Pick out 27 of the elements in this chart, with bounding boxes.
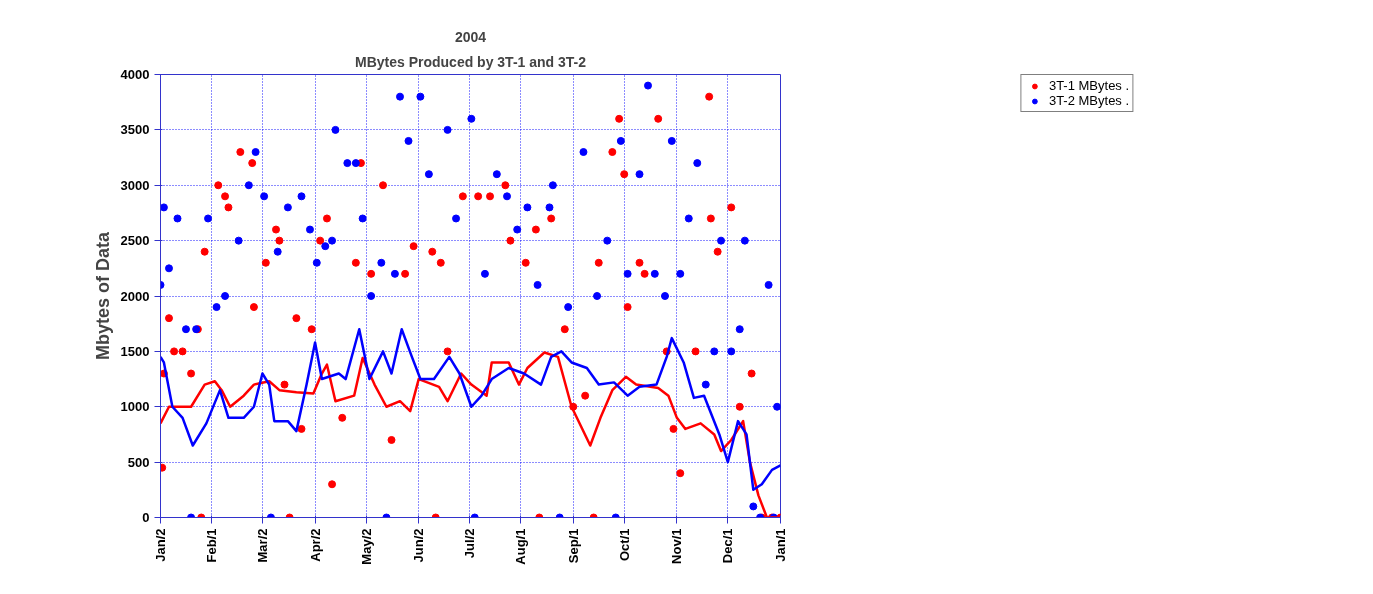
x-tick-label: Feb/1: [203, 528, 219, 563]
y-tick-label: 2000: [120, 288, 150, 304]
x-tick-label: Sep/1: [565, 528, 581, 564]
y-tick-label: 500: [127, 454, 150, 470]
x-tick-label: Apr/2: [307, 528, 323, 562]
legend-label: 3T-2 MBytes .: [1048, 93, 1130, 108]
x-tick-label: Nov/1: [669, 528, 685, 564]
x-tick-label: Oct/1: [616, 528, 632, 562]
chart-title: 2004: [454, 28, 487, 45]
y-tick-label: 2500: [120, 233, 150, 249]
legend-label: 3T-1 MBytes .: [1048, 78, 1130, 93]
x-tick-label: Jan/1: [773, 528, 788, 562]
x-tick-label: Jul/2: [462, 528, 478, 559]
x-tick-label: May/2: [358, 528, 374, 565]
chart-subtitle: MBytes Produced by 3T-1 and 3T-2: [354, 53, 587, 70]
y-tick-label: 1500: [120, 343, 150, 359]
x-tick-label: Jun/2: [411, 528, 427, 563]
x-tick-label: Aug/1: [513, 528, 529, 565]
x-tick-label: Dec/1: [720, 528, 736, 564]
y-axis-title: Mbytes of Data: [92, 231, 113, 361]
x-tick-label: Mar/2: [254, 528, 270, 563]
y-tick-label: 3000: [120, 177, 150, 193]
y-tick-label: 1000: [120, 399, 150, 415]
y-tick-label: 3500: [120, 122, 150, 138]
x-tick-label: Jan/2: [153, 528, 168, 562]
y-tick-label: 4000: [120, 67, 150, 82]
y-tick-label: 0: [142, 510, 150, 525]
